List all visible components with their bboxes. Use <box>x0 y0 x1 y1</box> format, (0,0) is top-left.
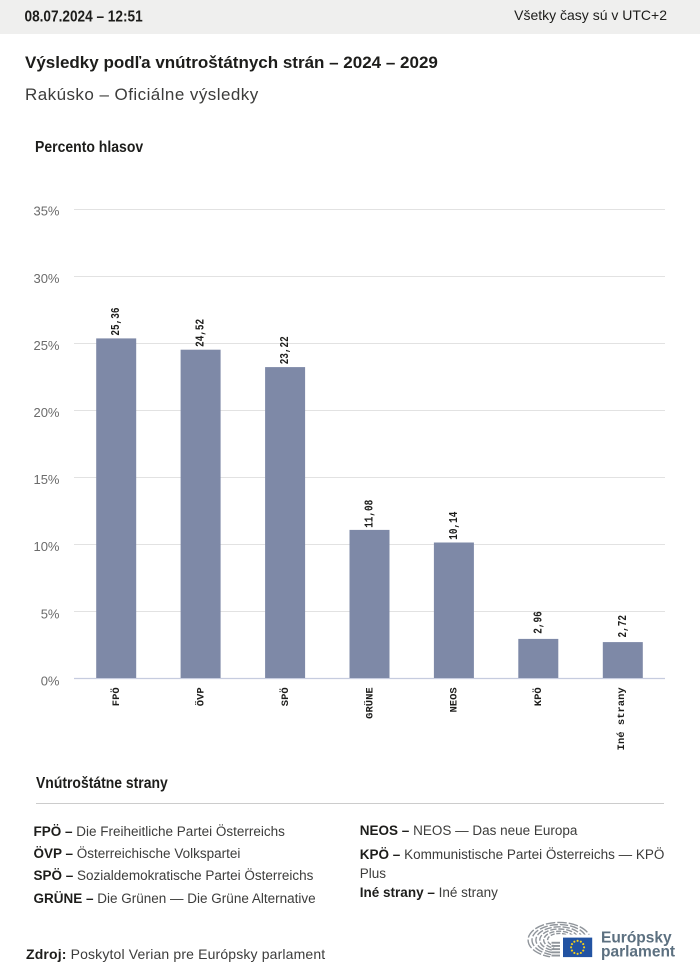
svg-text:35%: 35% <box>33 204 59 219</box>
svg-text:08.07.2024 – 12:51: 08.07.2024 – 12:51 <box>25 9 143 26</box>
svg-text:Európsky: Európsky <box>601 929 672 946</box>
svg-text:SPÖ: SPÖ <box>279 687 292 706</box>
svg-text:ÖVP: ÖVP <box>194 687 207 706</box>
svg-text:23,22: 23,22 <box>279 336 292 364</box>
svg-text:KPÖ: KPÖ <box>532 687 545 706</box>
svg-text:25%: 25% <box>33 338 59 353</box>
svg-text:2,72: 2,72 <box>617 615 630 637</box>
svg-text:5%: 5% <box>41 606 60 621</box>
svg-text:15%: 15% <box>33 472 59 487</box>
svg-text:20%: 20% <box>33 405 59 420</box>
svg-text:GRÜNE: GRÜNE <box>363 687 376 719</box>
svg-text:24,52: 24,52 <box>195 319 208 347</box>
svg-text:NEOS: NEOS <box>449 687 461 712</box>
svg-text:parlament: parlament <box>601 944 675 961</box>
svg-text:30%: 30% <box>33 271 59 286</box>
svg-text:25,36: 25,36 <box>110 308 123 336</box>
svg-text:10%: 10% <box>33 539 59 554</box>
svg-text:Iné strany: Iné strany <box>616 687 628 751</box>
svg-text:10,14: 10,14 <box>448 511 461 540</box>
svg-text:FPÖ: FPÖ <box>110 687 123 706</box>
svg-text:2,96: 2,96 <box>532 611 545 633</box>
svg-text:11,08: 11,08 <box>364 500 377 528</box>
svg-text:0%: 0% <box>41 673 60 688</box>
